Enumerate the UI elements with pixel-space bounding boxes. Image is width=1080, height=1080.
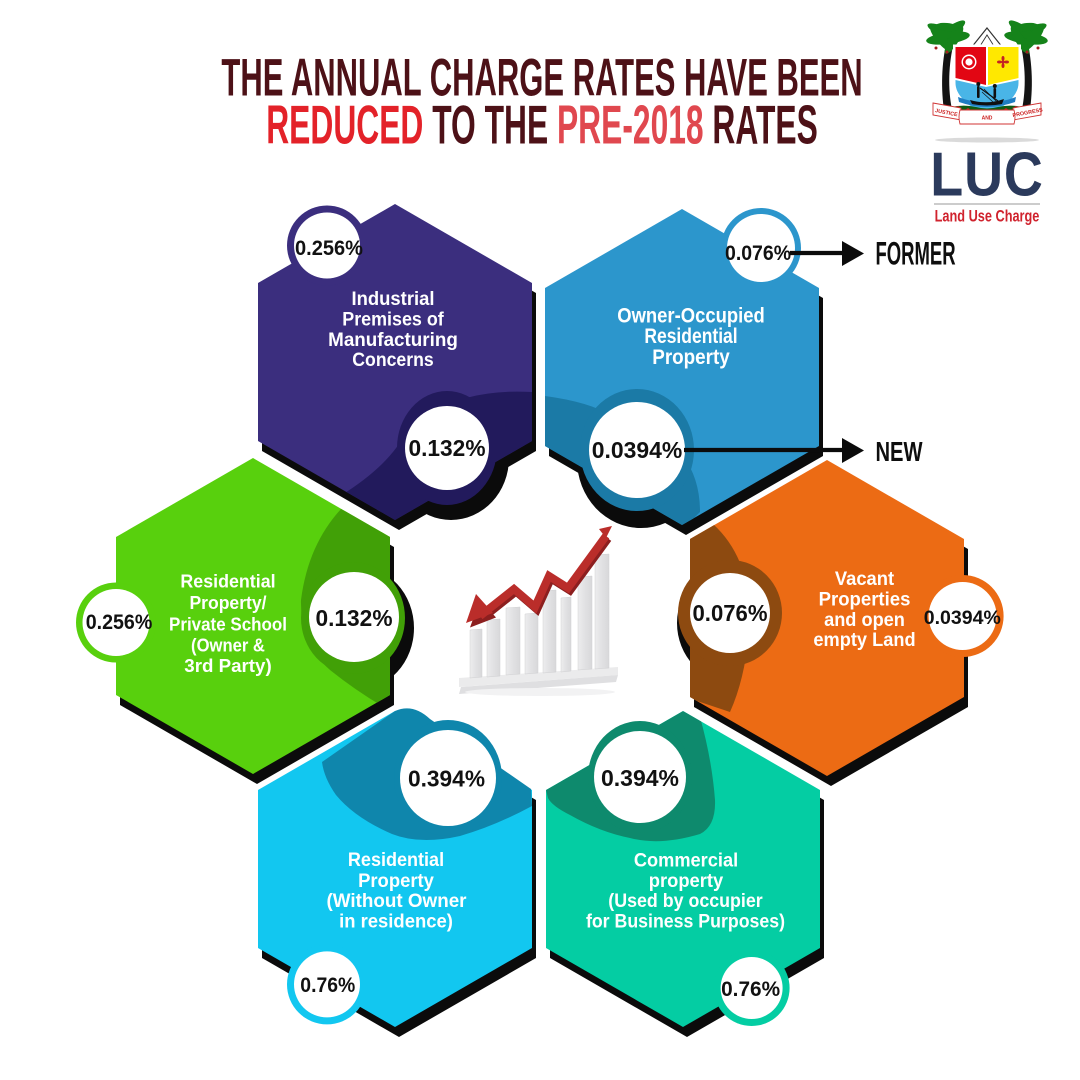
svg-text:Properties: Properties	[819, 589, 911, 611]
svg-text:Industrial: Industrial	[352, 288, 435, 310]
svg-text:REDUCED TO THE PRE-2018 RATES: REDUCED TO THE PRE-2018 RATES	[266, 93, 818, 155]
svg-text:Property/: Property/	[189, 593, 266, 613]
svg-text:0.76%: 0.76%	[300, 974, 355, 997]
svg-text:Property: Property	[652, 345, 730, 369]
svg-text:Land Use Charge: Land Use Charge	[935, 207, 1040, 226]
svg-text:Private School: Private School	[169, 615, 287, 635]
svg-text:Manufacturing: Manufacturing	[328, 329, 458, 351]
svg-text:FORMER: FORMER	[876, 235, 956, 272]
svg-text:Residential: Residential	[348, 849, 444, 871]
svg-text:(Without Owner: (Without Owner	[327, 890, 467, 912]
svg-text:0.394%: 0.394%	[601, 765, 679, 791]
svg-text:AND: AND	[982, 116, 993, 122]
svg-text:0.132%: 0.132%	[409, 435, 486, 461]
svg-text:Commercial: Commercial	[634, 850, 738, 872]
svg-text:0.0394%: 0.0394%	[592, 437, 683, 463]
svg-text:in residence): in residence)	[339, 911, 453, 933]
svg-text:3rd Party): 3rd Party)	[184, 656, 271, 676]
svg-text:empty Land: empty Land	[813, 629, 915, 651]
svg-text:Owner-Occupied: Owner-Occupied	[617, 304, 765, 328]
svg-text:Concerns: Concerns	[352, 349, 433, 371]
svg-text:0.0394%: 0.0394%	[924, 608, 1001, 629]
svg-text:THE ANNUAL CHARGE RATES HAVE B: THE ANNUAL CHARGE RATES HAVE BEEN	[221, 49, 862, 108]
svg-text:Property: Property	[358, 870, 434, 892]
svg-text:for Business Purposes): for Business Purposes)	[586, 911, 785, 933]
svg-text:Vacant: Vacant	[835, 568, 895, 590]
svg-text:0.132%: 0.132%	[316, 605, 393, 631]
svg-text:Premises of: Premises of	[342, 309, 444, 331]
svg-text:(Owner &: (Owner &	[191, 636, 265, 656]
svg-text:Residential: Residential	[180, 572, 275, 592]
svg-text:(Used by occupier: (Used by occupier	[608, 890, 763, 912]
svg-text:Residential: Residential	[644, 324, 737, 348]
svg-text:JUSTICE: JUSTICE	[935, 108, 959, 118]
svg-text:0.076%: 0.076%	[725, 242, 791, 265]
svg-text:0.394%: 0.394%	[408, 766, 485, 792]
svg-text:0.256%: 0.256%	[86, 611, 153, 634]
svg-text:LUC: LUC	[930, 140, 1043, 209]
svg-text:0.76%: 0.76%	[721, 978, 780, 1001]
svg-text:0.076%: 0.076%	[693, 600, 768, 626]
svg-text:PROGRESS: PROGRESS	[1012, 107, 1044, 119]
svg-text:NEW: NEW	[876, 437, 923, 468]
svg-text:property: property	[649, 870, 724, 892]
svg-text:and open: and open	[824, 609, 905, 631]
svg-text:0.256%: 0.256%	[295, 237, 363, 260]
